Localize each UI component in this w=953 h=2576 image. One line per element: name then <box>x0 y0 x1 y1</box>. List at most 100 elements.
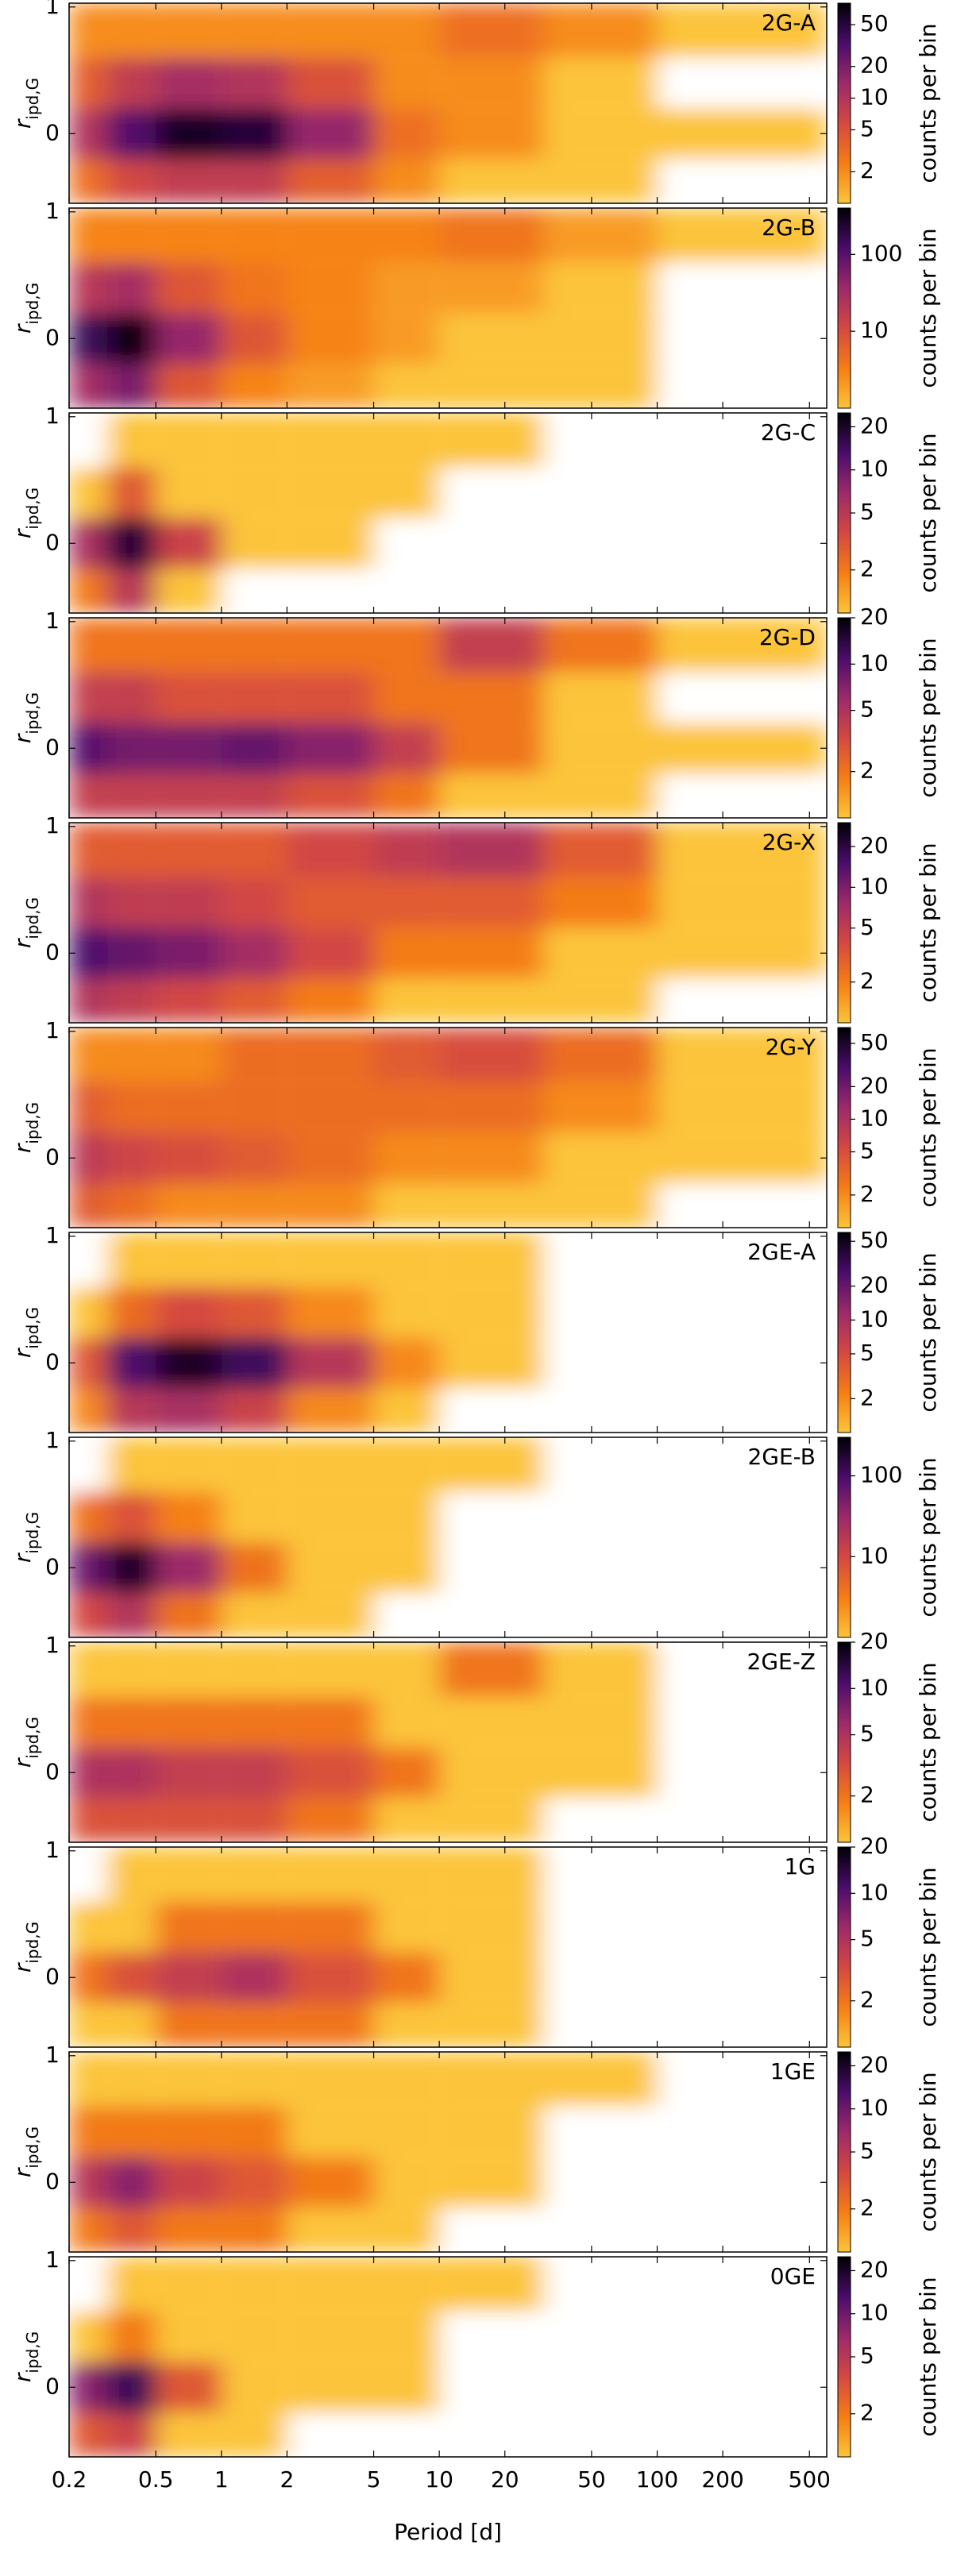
density-cell <box>107 2257 156 2312</box>
density-cell <box>287 518 374 569</box>
density-cell <box>221 1593 287 1637</box>
density-cell <box>373 1183 440 1228</box>
density-cell <box>221 1642 287 1697</box>
density-cell <box>287 1286 374 1338</box>
density-cell <box>543 1542 658 1594</box>
density-cell <box>69 1028 108 1082</box>
density-cell <box>657 1747 827 1799</box>
density-cell <box>107 773 156 818</box>
colorbar-tick-label: 5 <box>860 1721 874 1747</box>
colorbar-tick-label: 2 <box>860 2400 874 2426</box>
y-axis-label: ripd,G <box>10 1307 42 1358</box>
plot-area <box>69 3 827 203</box>
density-cell <box>439 2003 544 2047</box>
density-cell <box>156 1747 222 1799</box>
density-cell <box>543 569 658 613</box>
density-cell <box>221 2362 287 2413</box>
density-cell <box>221 364 287 408</box>
plot-area <box>69 2052 827 2252</box>
density-cell <box>107 2106 156 2158</box>
plot-area <box>69 823 827 1023</box>
y-axis-label-main: r <box>10 1962 36 1972</box>
density-cell <box>156 618 222 673</box>
density-cell <box>287 1337 374 1389</box>
y-tick-label: 1 <box>45 2246 60 2273</box>
density-cell <box>287 262 374 314</box>
x-tick-label: 1 <box>214 2466 229 2493</box>
y-tick-label: 0 <box>45 1758 60 1784</box>
density-cell <box>107 877 156 928</box>
colorbar-label: counts per bin <box>915 1867 941 2026</box>
density-cell <box>69 1542 108 1594</box>
colorbar-tick-label: 20 <box>860 604 889 630</box>
density-cell <box>221 569 287 613</box>
colorbar-tick-label: 5 <box>860 1340 874 1366</box>
density-cell <box>287 2311 374 2362</box>
colorbar <box>837 1436 851 1638</box>
density-cell <box>287 467 374 519</box>
density-cell <box>287 1132 374 1184</box>
y-axis-label-main: r <box>10 1552 36 1563</box>
density-cell <box>657 2257 827 2312</box>
density <box>69 618 827 818</box>
density <box>69 2052 827 2252</box>
density-cell <box>543 2257 658 2312</box>
density-cell <box>657 823 827 877</box>
axes-frame <box>68 207 828 409</box>
y-axis-label-sub: ipd,G <box>23 1717 42 1759</box>
plot-area <box>69 1437 827 1637</box>
density-cell <box>221 1232 287 1287</box>
density-cell <box>373 1491 440 1543</box>
density-cell <box>221 823 287 877</box>
density-cell <box>221 57 287 109</box>
panel-label: 2G-B <box>762 214 816 241</box>
density-cell <box>373 364 440 408</box>
density-cell <box>439 2052 544 2107</box>
density-cell <box>439 413 544 468</box>
density-cell <box>69 3 108 58</box>
density-cell <box>439 208 544 263</box>
density-cell <box>107 1847 156 1902</box>
density-cell <box>543 2003 658 2047</box>
density-cell <box>107 159 156 203</box>
x-tick-label: 2 <box>280 2466 294 2493</box>
density-cell <box>373 159 440 203</box>
density-cell <box>69 1696 108 1748</box>
density-cell <box>69 2003 108 2047</box>
density-cell <box>221 1696 287 1748</box>
density-cell <box>543 877 658 928</box>
density-cell <box>69 1132 108 1184</box>
density-cell <box>543 467 658 519</box>
density-cell <box>439 1183 544 1228</box>
colorbar-tick-label: 20 <box>860 832 889 858</box>
density-cell <box>156 1232 222 1287</box>
density-cell <box>221 1082 287 1133</box>
density-cell <box>221 1286 287 1338</box>
density-cell <box>287 413 374 468</box>
panel-label: 2G-D <box>759 624 816 650</box>
axes-frame <box>68 1641 828 1843</box>
colorbar-tick-label: 2 <box>860 758 874 784</box>
density-cell <box>373 2208 440 2252</box>
density-cell <box>439 262 544 314</box>
density-cell <box>69 1593 108 1637</box>
density-cell <box>69 208 108 263</box>
axes-frame <box>68 1846 828 2048</box>
density-cell <box>543 618 658 673</box>
density-cell <box>107 2208 156 2252</box>
density-cell <box>657 1337 827 1389</box>
density-cell <box>221 1437 287 1492</box>
y-tick-label: 0 <box>45 1143 60 1170</box>
density-cell <box>69 2052 108 2107</box>
y-tick-label: 1 <box>45 1017 60 1043</box>
colorbar-label: counts per bin <box>915 1457 941 1617</box>
density-cell <box>156 159 222 203</box>
density-cell <box>373 1337 440 1389</box>
density-cell <box>439 2257 544 2312</box>
density-cell <box>107 2157 156 2208</box>
density-cell <box>657 1847 827 1902</box>
density-cell <box>373 2052 440 2107</box>
density-cell <box>69 672 108 723</box>
density-cell <box>543 1286 658 1338</box>
colorbar-label: counts per bin <box>915 2277 941 2436</box>
